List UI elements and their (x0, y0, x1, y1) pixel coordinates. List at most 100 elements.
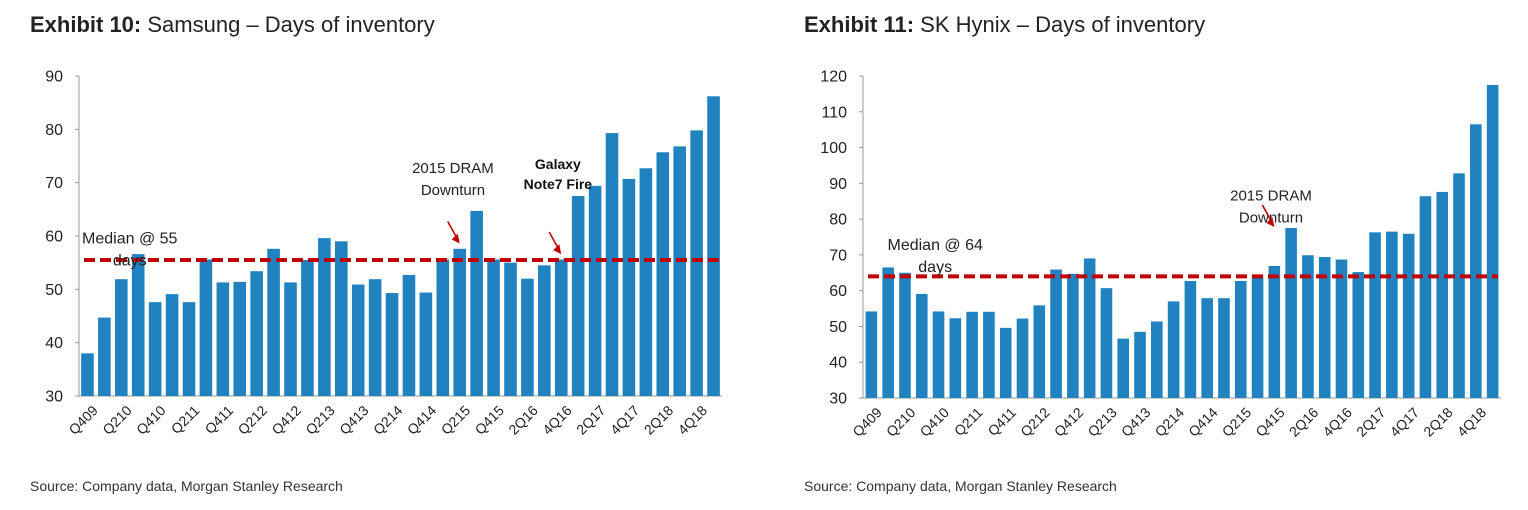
x-tick-label: 4Q16 (1319, 404, 1355, 440)
x-tick-label: 4Q17 (607, 402, 643, 438)
bar (571, 196, 585, 396)
exhibit-label: Exhibit 11: (804, 12, 915, 37)
annotation-line: days (918, 259, 952, 276)
annotation-line: 2015 DRAM (412, 160, 494, 177)
y-tick-label: 60 (45, 229, 63, 246)
bar (1218, 298, 1230, 398)
bar (1470, 124, 1482, 399)
bar (966, 311, 978, 398)
bar (487, 259, 500, 396)
source-note: Source: Company data, Morgan Stanley Res… (30, 478, 343, 494)
annotation-text: Median @ 55 days (82, 230, 178, 269)
annotation-line: Galaxy (535, 156, 581, 172)
y-tick-label: 90 (45, 69, 63, 86)
bar (98, 317, 111, 396)
x-tick-label: Q211 (168, 402, 203, 437)
bar (656, 152, 670, 396)
bar (1386, 231, 1398, 398)
bar (1302, 255, 1314, 398)
y-tick-label: 100 (820, 140, 847, 157)
bar (436, 259, 450, 396)
bar (1117, 338, 1130, 398)
x-tick-label: Q212 (1017, 404, 1053, 440)
bar (165, 294, 179, 396)
bar (267, 248, 280, 396)
annotation-text: 2015 DRAM Downturn (1230, 188, 1312, 227)
bar (131, 254, 145, 396)
y-tick-label: 90 (829, 176, 847, 193)
bar (1402, 233, 1415, 398)
annotation-line: 2015 DRAM (1230, 188, 1312, 205)
bar (915, 293, 928, 398)
x-tick-label: 4Q17 (1387, 404, 1423, 440)
x-tick-label: 2Q17 (573, 402, 609, 438)
annotation-line: days (113, 252, 147, 269)
bar (690, 130, 703, 396)
bar (504, 262, 517, 396)
y-tick-label: 120 (820, 69, 847, 86)
bar (999, 327, 1012, 398)
bar (1134, 331, 1146, 398)
x-tick-label: Q410 (917, 404, 953, 440)
bar (588, 185, 602, 396)
exhibit-title: SK Hynix – Days of inventory (920, 12, 1206, 37)
annotation-line: Median @ 55 (82, 230, 178, 247)
x-tick-label: Q413 (336, 402, 372, 438)
bar (470, 210, 483, 396)
bar (1318, 257, 1331, 398)
x-tick-label: Q212 (235, 402, 271, 438)
x-tick-label: 2Q18 (1420, 404, 1456, 440)
bar (453, 248, 467, 396)
bar (1369, 232, 1381, 398)
x-tick-label: 2Q17 (1353, 404, 1389, 440)
bar (1335, 259, 1348, 398)
bar (899, 272, 911, 398)
x-tick-label: Q413 (1118, 404, 1154, 440)
x-tick-label: 4Q18 (1454, 404, 1490, 440)
annotation-line: Note7 Fire (524, 176, 593, 192)
sk-hynix-bar-chart: 30405060708090100110120Q409Q210Q410Q211Q… (820, 69, 1501, 440)
x-tick-label: Q412 (1051, 404, 1087, 440)
bar (368, 279, 382, 396)
bar (865, 311, 878, 398)
y-tick-label: 30 (829, 391, 847, 408)
bar (949, 318, 962, 398)
bar (216, 282, 230, 396)
x-tick-label: Q411 (984, 404, 1019, 439)
bar (1268, 265, 1281, 398)
bar (605, 133, 619, 396)
bar (983, 311, 995, 398)
y-tick-label: 60 (829, 283, 847, 300)
bar (115, 279, 128, 396)
bar (1352, 272, 1365, 398)
bar (1234, 281, 1247, 398)
bar (402, 274, 416, 396)
source-note: Source: Company data, Morgan Stanley Res… (804, 478, 1117, 494)
annotation-arrowhead (451, 233, 460, 244)
bar (1067, 273, 1079, 398)
x-tick-label: Q409 (65, 402, 101, 438)
bar (622, 178, 636, 396)
x-tick-label: 4Q16 (539, 402, 575, 438)
exhibit-10: Exhibit 10: Samsung – Days of inventory … (0, 0, 760, 510)
bar (284, 282, 297, 396)
x-tick-label: Q210 (883, 404, 919, 440)
bar (707, 96, 720, 397)
x-tick-label: 2Q18 (641, 402, 677, 438)
x-tick-label: 4Q18 (675, 402, 711, 438)
x-tick-label: Q213 (302, 402, 338, 438)
bar (639, 168, 653, 396)
exhibit-11: Exhibit 11: SK Hynix – Days of inventory… (770, 0, 1528, 510)
chart-title: Exhibit 11: SK Hynix – Days of inventory (804, 12, 1205, 38)
x-tick-label: 2Q16 (505, 402, 541, 438)
x-tick-label: Q409 (849, 404, 885, 440)
x-tick-label: Q214 (1152, 404, 1188, 440)
bar (1201, 298, 1213, 398)
bar (1285, 228, 1297, 398)
x-tick-label: Q414 (404, 402, 440, 438)
bar (1419, 196, 1432, 398)
x-tick-label: 2Q16 (1286, 404, 1322, 440)
x-tick-label: Q415 (472, 402, 508, 438)
x-tick-label: Q215 (438, 402, 474, 438)
y-tick-label: 110 (821, 104, 847, 121)
